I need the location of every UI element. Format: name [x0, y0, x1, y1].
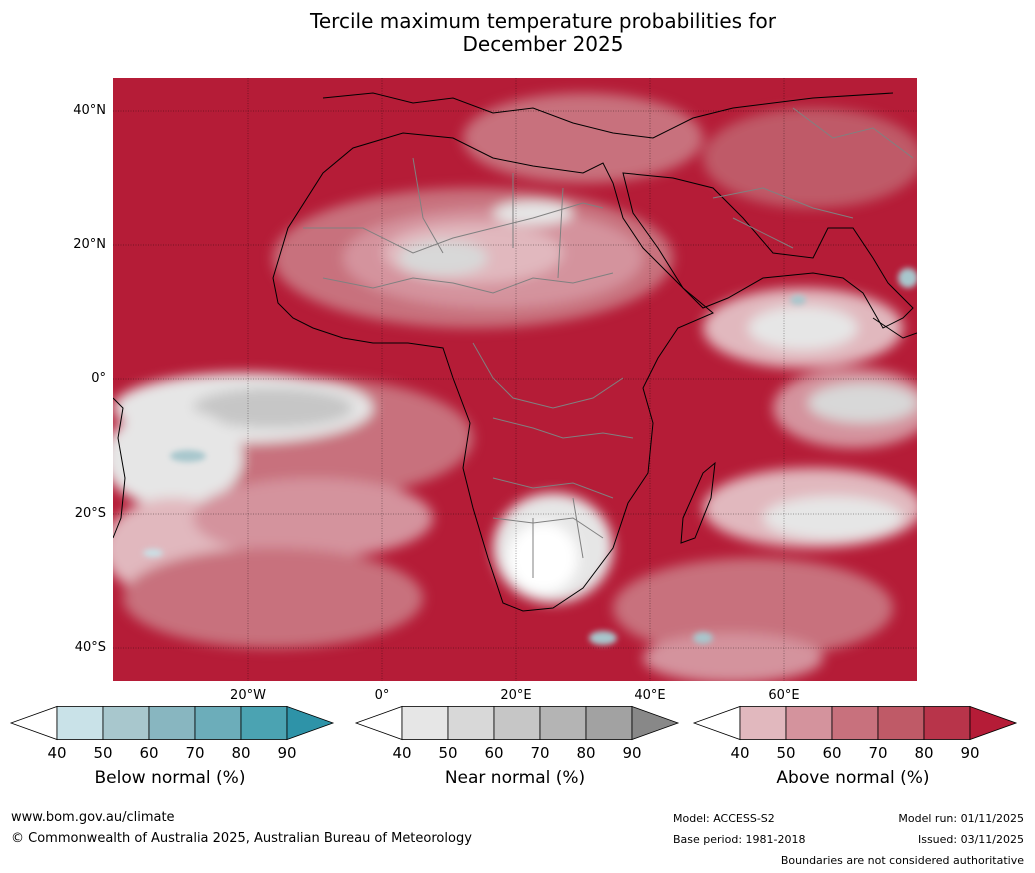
country-borders — [303, 107, 914, 578]
copyright-text: © Commonwealth of Australia 2025, Austra… — [11, 831, 472, 846]
below-colorbar-segment — [102, 706, 150, 740]
near-colorbar-segment — [585, 706, 633, 740]
lon-label-20w: 20°W — [230, 688, 266, 703]
above-colorbar-tick: 60 — [822, 744, 842, 762]
below-colorbar-segment — [240, 706, 288, 740]
model-run-text: Model run: 01/11/2025 — [898, 812, 1024, 825]
lon-label-60e: 60°E — [768, 688, 800, 703]
below-colorbar-segment — [194, 706, 242, 740]
lat-label-0: 0° — [91, 371, 106, 386]
below-colorbar-low-extend — [9, 705, 58, 741]
above-normal-legend-title: Above normal (%) — [776, 768, 930, 788]
near-colorbar-segment — [493, 706, 541, 740]
lon-label-0: 0° — [374, 688, 390, 703]
near-colorbar-tick: 40 — [392, 744, 412, 762]
lat-label-40n: 40°N — [73, 103, 106, 118]
below-colorbar-tick: 40 — [47, 744, 67, 762]
base-period-text: Base period: 1981-2018 — [673, 833, 806, 846]
above-colorbar-tick: 50 — [776, 744, 796, 762]
issued-text: Issued: 03/11/2025 — [917, 833, 1024, 846]
near-colorbar-segment — [401, 706, 449, 740]
probability-map[interactable] — [113, 78, 917, 681]
near-colorbar-low-extend — [354, 705, 403, 741]
near-normal-colorbar — [354, 705, 680, 741]
below-colorbar-segment — [56, 706, 104, 740]
below-colorbar-high-extend — [286, 705, 335, 741]
title-line-2: December 2025 — [462, 32, 624, 56]
map-canvas — [113, 78, 917, 681]
below-colorbar-segment — [148, 706, 196, 740]
near-colorbar-tick: 90 — [622, 744, 642, 762]
above-colorbar-tick: 40 — [730, 744, 750, 762]
near-colorbar-segment — [447, 706, 495, 740]
lon-label-20e: 20°E — [500, 688, 532, 703]
below-colorbar-tick: 90 — [277, 744, 297, 762]
above-normal-colorbar — [692, 705, 1018, 741]
above-colorbar-tick: 80 — [914, 744, 934, 762]
below-colorbar-tick: 50 — [93, 744, 113, 762]
below-colorbar-svg — [9, 705, 335, 741]
near-colorbar-high-extend — [631, 705, 680, 741]
above-colorbar-segment — [923, 706, 971, 740]
near-colorbar-tick: 70 — [530, 744, 550, 762]
below-colorbar-tick: 80 — [231, 744, 251, 762]
above-colorbar-high-extend — [969, 705, 1018, 741]
chart-title: Tercile maximum temperature probabilitie… — [0, 10, 1035, 56]
near-colorbar-segment — [539, 706, 587, 740]
above-colorbar-tick: 70 — [868, 744, 888, 762]
above-colorbar-segment — [785, 706, 833, 740]
lat-label-20s: 20°S — [74, 506, 106, 521]
lon-label-40e: 40°E — [634, 688, 666, 703]
model-text: Model: ACCESS-S2 — [673, 812, 775, 825]
lat-label-20n: 20°N — [73, 237, 106, 252]
probability-field — [113, 93, 917, 681]
below-normal-legend-title: Below normal (%) — [94, 768, 246, 788]
near-colorbar-tick: 60 — [484, 744, 504, 762]
above-colorbar-tick: 90 — [960, 744, 980, 762]
website-link[interactable]: www.bom.gov.au/climate — [11, 810, 175, 825]
below-colorbar-tick: 70 — [185, 744, 205, 762]
above-colorbar-segment — [877, 706, 925, 740]
above-colorbar-segment — [831, 706, 879, 740]
lat-label-40s: 40°S — [74, 640, 106, 655]
title-line-1: Tercile maximum temperature probabilitie… — [310, 9, 776, 33]
above-colorbar-low-extend — [692, 705, 741, 741]
near-normal-legend-title: Near normal (%) — [444, 768, 586, 788]
disclaimer-text: Boundaries are not considered authoritat… — [780, 854, 1024, 867]
graticule — [113, 78, 917, 681]
near-colorbar-tick: 80 — [576, 744, 596, 762]
coastlines — [113, 92, 917, 612]
below-normal-patches — [143, 268, 917, 645]
below-colorbar-tick: 60 — [139, 744, 159, 762]
above-colorbar-segment — [739, 706, 787, 740]
below-normal-colorbar — [9, 705, 335, 741]
above-colorbar-svg — [692, 705, 1018, 741]
near-colorbar-tick: 50 — [438, 744, 458, 762]
near-colorbar-svg — [354, 705, 680, 741]
